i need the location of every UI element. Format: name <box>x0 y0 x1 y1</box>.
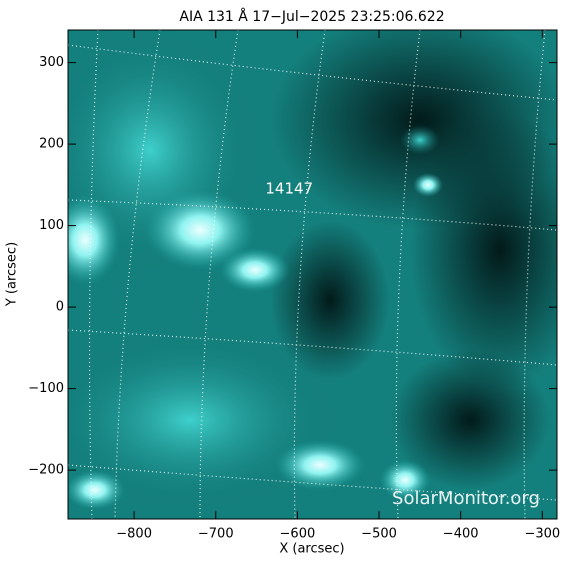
y-tick-label: 300 <box>39 55 64 70</box>
y-tick-label: 0 <box>56 300 64 315</box>
y-axis-label: Y (arcsec) <box>5 242 20 307</box>
y-tick-label: 200 <box>39 137 64 152</box>
x-tick-label: −300 <box>524 527 560 542</box>
x-tick-label: −600 <box>280 527 316 542</box>
x-tick-label: −800 <box>116 527 152 542</box>
y-tick-label: −200 <box>28 463 64 478</box>
plot-frame <box>67 29 558 520</box>
x-axis-label: X (arcsec) <box>279 542 344 557</box>
chart-title: AIA 131 Å 17−Jul−2025 23:25:06.622 <box>179 8 444 25</box>
watermark: SolarMonitor.org <box>392 488 540 509</box>
x-tick-label: −400 <box>443 527 479 542</box>
x-tick-label: −700 <box>198 527 234 542</box>
x-tick-label: −500 <box>361 527 397 542</box>
y-tick-label: 100 <box>39 218 64 233</box>
y-tick-label: −100 <box>28 381 64 396</box>
region-label: 14147 <box>265 179 313 197</box>
solar-image <box>68 30 557 519</box>
